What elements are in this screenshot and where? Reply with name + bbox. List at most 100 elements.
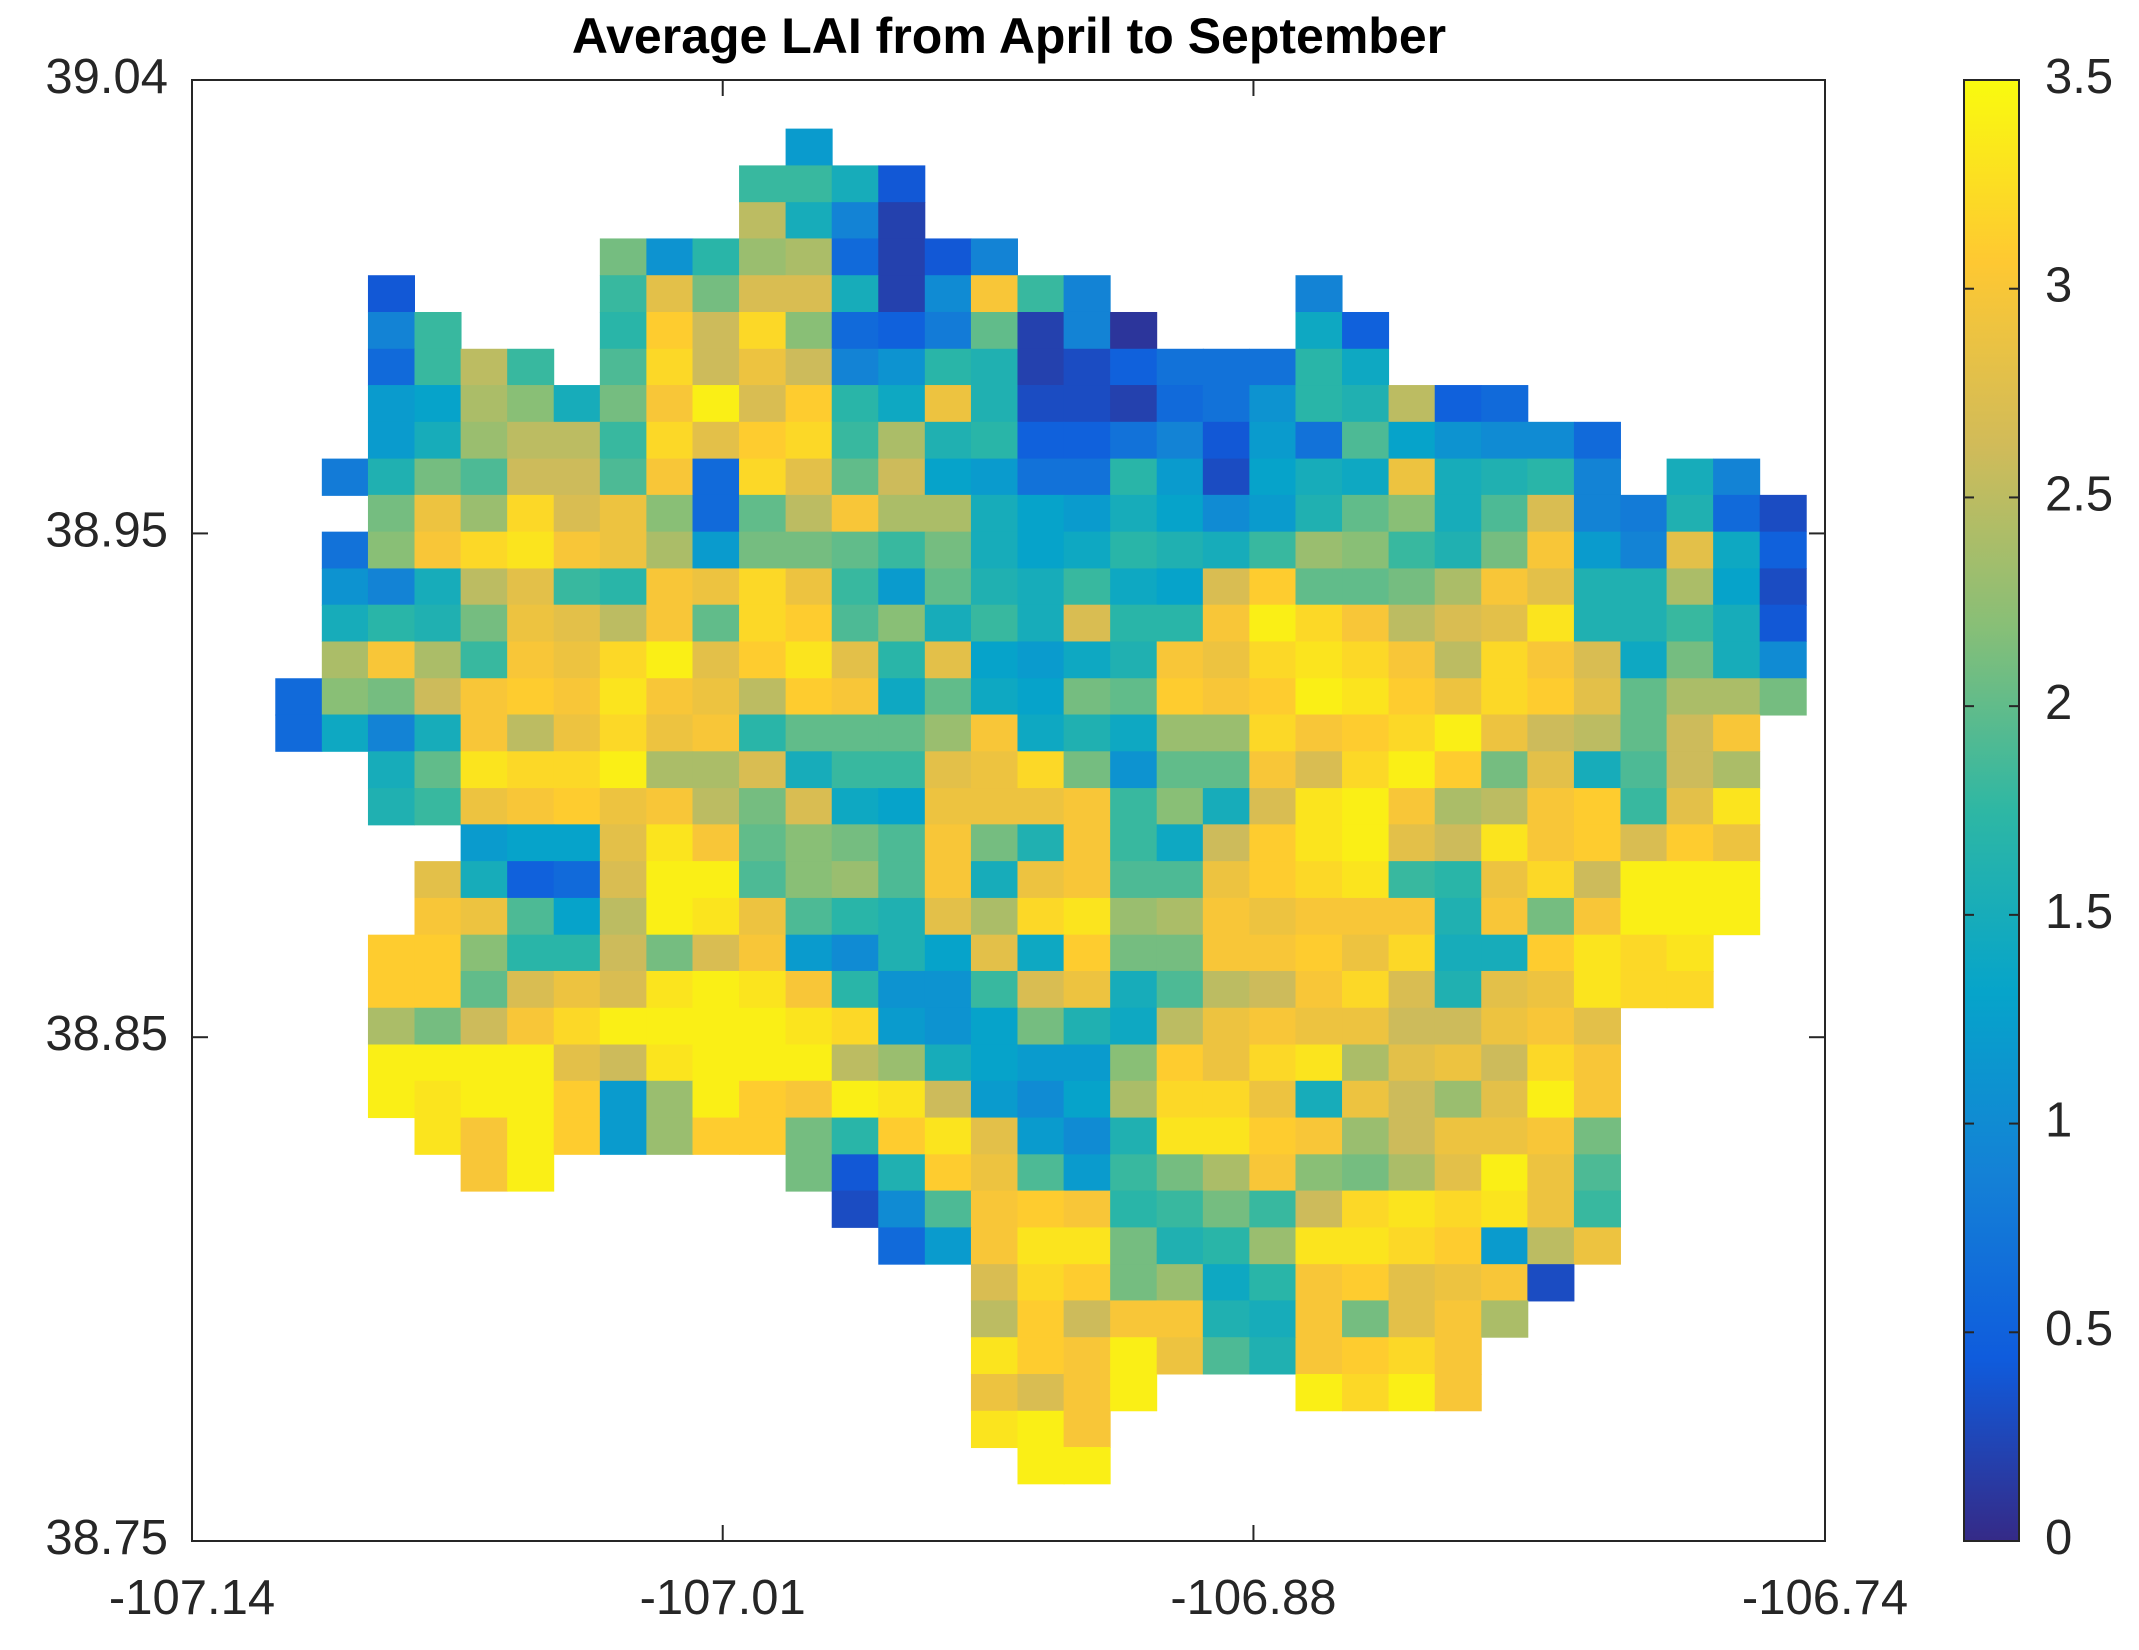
cell — [785, 1007, 833, 1046]
cell — [1110, 1117, 1158, 1155]
cell — [1295, 714, 1343, 752]
cell — [1527, 604, 1575, 642]
cell — [1063, 568, 1111, 606]
cell — [1573, 861, 1621, 899]
cell — [1017, 934, 1065, 972]
cell — [924, 458, 972, 496]
cell — [1713, 751, 1761, 789]
cell — [1342, 751, 1390, 789]
cell — [739, 568, 787, 606]
cell — [460, 824, 508, 862]
cell — [1295, 1154, 1343, 1192]
cell — [321, 641, 369, 679]
cell — [878, 751, 926, 789]
cell — [553, 970, 601, 1009]
cell — [1017, 1410, 1065, 1449]
cell — [1249, 1044, 1297, 1082]
cell — [1527, 934, 1575, 972]
cell — [367, 1007, 415, 1046]
cell — [1017, 1007, 1065, 1046]
cell — [1666, 824, 1714, 862]
cell — [1295, 275, 1343, 313]
cell — [1713, 531, 1761, 569]
cell — [1342, 311, 1390, 350]
cell — [1156, 897, 1204, 936]
cell — [507, 788, 555, 826]
cell — [1202, 1300, 1250, 1338]
cell — [1481, 1080, 1529, 1119]
cell — [1017, 751, 1065, 789]
cell — [970, 385, 1018, 423]
cell — [1573, 1227, 1621, 1265]
cell — [1063, 1373, 1111, 1412]
cell — [599, 714, 647, 752]
cell — [1573, 897, 1621, 936]
cell — [1666, 788, 1714, 826]
x-tick-label: -107.01 — [640, 1571, 806, 1625]
cell — [646, 1080, 694, 1119]
cell — [970, 531, 1018, 569]
cell — [1156, 751, 1204, 789]
cell — [1202, 897, 1250, 936]
cell — [1666, 714, 1714, 752]
cell — [1342, 788, 1390, 826]
cell — [1342, 678, 1390, 716]
cell — [970, 1227, 1018, 1265]
cell — [1481, 458, 1529, 496]
cell — [970, 311, 1018, 350]
cell — [1434, 970, 1482, 1009]
cell — [1295, 678, 1343, 716]
cell — [646, 824, 694, 862]
cell — [878, 531, 926, 569]
cell — [970, 714, 1018, 752]
cell — [739, 897, 787, 936]
cell — [1295, 788, 1343, 826]
cell — [970, 1080, 1018, 1119]
cell — [1017, 824, 1065, 862]
cell — [739, 1080, 787, 1119]
cell — [599, 311, 647, 350]
cell — [1573, 641, 1621, 679]
cell — [460, 348, 508, 387]
cell — [692, 531, 740, 569]
cell — [1388, 1337, 1436, 1375]
cell — [1295, 311, 1343, 350]
cell — [599, 934, 647, 972]
cell — [1017, 641, 1065, 679]
cell — [1759, 604, 1807, 642]
cell — [553, 897, 601, 936]
cell — [553, 824, 601, 862]
cell — [1434, 641, 1482, 679]
cell — [1017, 421, 1065, 460]
cell — [553, 568, 601, 606]
cell — [970, 458, 1018, 496]
cell — [1342, 1080, 1390, 1119]
cell — [878, 458, 926, 496]
cell — [507, 678, 555, 716]
cell — [1156, 568, 1204, 606]
colorbar-tick-label: 0 — [2045, 1511, 2072, 1565]
cell — [414, 421, 462, 460]
cell — [1388, 1080, 1436, 1119]
cell — [1017, 897, 1065, 936]
cell — [1527, 1227, 1575, 1265]
cell — [1434, 824, 1482, 862]
cell — [1249, 385, 1297, 423]
cell — [646, 861, 694, 899]
colorbar-tick-label: 3.5 — [2045, 50, 2113, 104]
cell — [460, 494, 508, 533]
cell — [831, 311, 879, 350]
cell — [1202, 861, 1250, 899]
cell — [507, 385, 555, 423]
cell — [739, 202, 787, 240]
cell — [1573, 421, 1621, 460]
cell — [1110, 311, 1158, 350]
cell — [1388, 568, 1436, 606]
cell — [1110, 1190, 1158, 1228]
cell — [1017, 970, 1065, 1009]
cell — [507, 934, 555, 972]
cell — [1388, 1007, 1436, 1046]
cell — [646, 238, 694, 276]
cell — [1388, 1227, 1436, 1265]
cell — [785, 934, 833, 972]
